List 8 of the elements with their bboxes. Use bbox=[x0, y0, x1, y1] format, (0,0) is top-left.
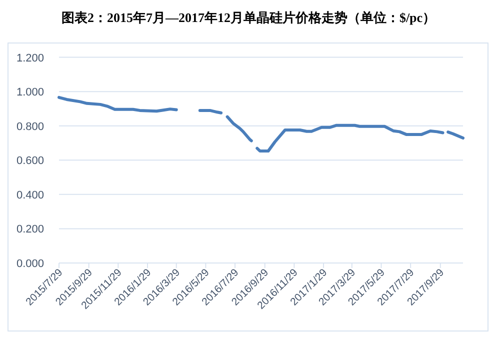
y-tick-label: 1.200 bbox=[16, 52, 44, 64]
y-tick-label: 0.800 bbox=[16, 120, 44, 133]
chart-title: 图表2：2015年7月—2017年12月单晶硅片价格走势（单位：$/pc） bbox=[61, 10, 436, 25]
y-tick-label: 0.600 bbox=[16, 155, 44, 168]
y-tick-label: 0.400 bbox=[16, 189, 44, 202]
y-tick-label: 1.000 bbox=[16, 86, 44, 99]
y-tick-label: 0.000 bbox=[16, 258, 44, 270]
y-tick-label: 0.200 bbox=[16, 224, 44, 236]
